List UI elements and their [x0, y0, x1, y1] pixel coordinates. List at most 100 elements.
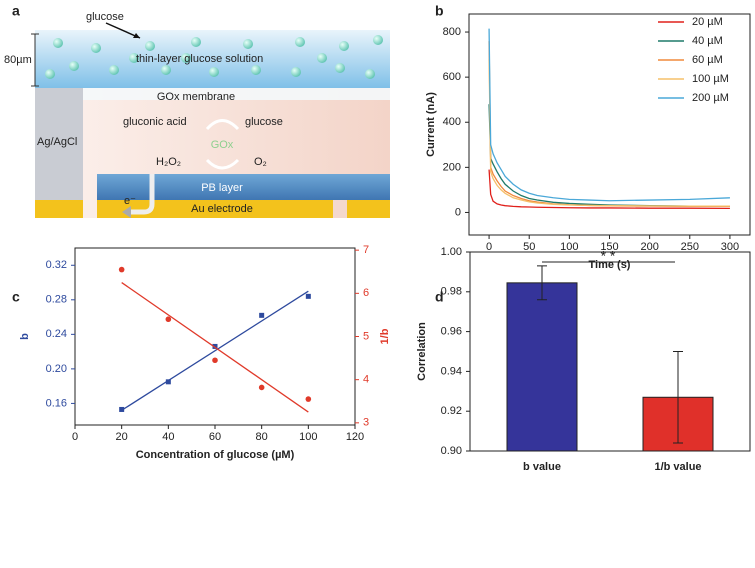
reference-electrode [35, 88, 83, 200]
y-tick-label: 600 [443, 71, 461, 83]
y-tick-label: 0.16 [46, 397, 67, 409]
legend-label: 100 µM [692, 73, 729, 85]
fit-line [121, 282, 309, 413]
x-tick-label: 100 [560, 241, 578, 253]
point [119, 406, 125, 412]
glucose-molecules [45, 35, 383, 79]
x-tick-label: 300 [721, 241, 739, 253]
point [165, 379, 171, 385]
panel-label: a [12, 3, 20, 19]
plot-frame [469, 251, 751, 452]
point [165, 316, 172, 323]
error-bar [673, 351, 683, 444]
y-tick-label: 400 [443, 116, 461, 128]
substrate-label: glucose [245, 116, 283, 128]
x-tick-label: 20 [116, 431, 128, 443]
o2-label: O₂ [254, 156, 267, 168]
y-tick-label: 4 [363, 374, 369, 386]
x-tick-label: 200 [640, 241, 658, 253]
point [305, 293, 311, 299]
y-tick-label: 0.24 [46, 328, 67, 340]
x-axis-label: Time (s) [589, 259, 631, 271]
y-tick-label: 0.92 [441, 405, 462, 417]
reaction-arrow [205, 119, 240, 131]
x-tick-label: 0 [72, 431, 78, 443]
y-tick-label: 0 [455, 206, 461, 218]
electron-arrow [130, 174, 155, 215]
solution-layer [35, 30, 390, 88]
x-tick-label: 50 [523, 241, 535, 253]
y-tick-label: 800 [443, 26, 461, 38]
plot-frame [468, 13, 751, 236]
reference-label: Ag/AgCl [37, 136, 77, 148]
product-label: gluconic acid [123, 116, 187, 128]
panel-label: b [435, 3, 444, 19]
y-tick-label: 0.32 [46, 259, 67, 271]
electron-label: e⁻ [124, 195, 136, 207]
membrane-label: GOx membrane [157, 91, 235, 103]
x-tick-label: 120 [346, 431, 364, 443]
point [212, 357, 218, 364]
y-tick-label: 6 [363, 287, 369, 299]
point [258, 384, 265, 391]
h2o2-label: H₂O₂ [156, 156, 181, 168]
y-axis-label: 1/b [379, 328, 391, 344]
error-bar [537, 265, 547, 301]
point [259, 312, 265, 318]
y-tick-label: 0.28 [46, 294, 67, 306]
pointer-arrow [105, 22, 141, 39]
y-axis-label: Current (nA) [425, 92, 437, 157]
y-tick-label: 200 [443, 161, 461, 173]
y-tick-label: 0.96 [441, 326, 462, 338]
y-tick-label: 7 [363, 244, 369, 256]
electrode-left [35, 200, 83, 218]
panel-label: c [12, 289, 20, 305]
y-tick-label: 0.20 [46, 363, 67, 375]
fit-line [121, 290, 309, 411]
x-axis-label: Concentration of glucose (µM) [136, 449, 295, 461]
electrode-label: Au electrode [191, 203, 253, 215]
electrode-right [347, 200, 390, 218]
y-tick-label: 0.90 [441, 445, 462, 457]
y-tick-label: 5 [363, 330, 369, 342]
diagram: a 80µm glucose thin-layer glucose soluti… [4, 3, 390, 218]
pb-label: PB layer [201, 182, 243, 194]
y-tick-label: 0.94 [441, 365, 462, 377]
x-tick-label: 100 [299, 431, 317, 443]
y-tick-label: 1.00 [441, 246, 462, 258]
legend-label: 200 µM [692, 92, 729, 104]
point [118, 266, 125, 273]
thickness-label: 80µm [4, 54, 32, 66]
x-tick-label: 1/b value [654, 461, 701, 473]
x-tick-label: b value [523, 461, 561, 473]
x-tick-label: 80 [256, 431, 268, 443]
point [305, 396, 312, 402]
electrode [97, 200, 333, 218]
series-line [488, 28, 730, 202]
legend-label: 60 µM [692, 54, 723, 66]
x-tick-label: 150 [600, 241, 618, 253]
legend-label: 20 µM [692, 16, 723, 28]
legend-label: 40 µM [692, 35, 723, 47]
reaction-arrow [205, 158, 240, 170]
thickness-bracket [31, 33, 39, 87]
y-axis-label: b [19, 333, 31, 340]
y-tick-label: 0.98 [441, 286, 462, 298]
x-tick-label: 60 [209, 431, 221, 443]
x-tick-label: 0 [486, 241, 492, 253]
annotation: * * [601, 248, 616, 264]
series-line [488, 59, 730, 207]
y-tick-label: 3 [363, 417, 369, 429]
enzyme-label: GOx [211, 139, 234, 151]
x-tick-label: 250 [681, 241, 699, 253]
point [212, 343, 218, 349]
pointer-head [133, 33, 140, 38]
electron-head [122, 206, 131, 218]
series-line [488, 169, 730, 210]
bar [506, 282, 578, 452]
solution-label: thin-layer glucose solution [136, 53, 263, 65]
membrane-layer [35, 88, 390, 100]
y-axis-label: Correlation [416, 322, 428, 381]
